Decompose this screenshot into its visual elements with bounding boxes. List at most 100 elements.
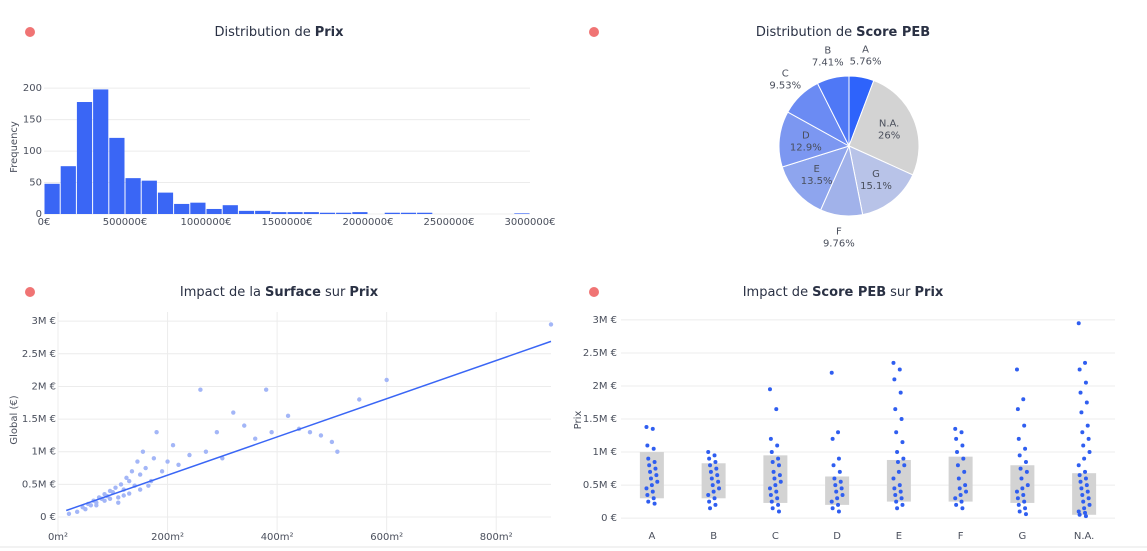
strip-point <box>899 417 904 422</box>
histogram-bar <box>287 212 303 214</box>
histogram-bar <box>352 212 368 214</box>
scatter-point <box>318 433 324 438</box>
strip-point <box>894 499 899 504</box>
strip-point <box>1083 514 1088 519</box>
strip-point <box>832 476 837 481</box>
strip-point <box>836 509 841 514</box>
strip-point <box>897 367 902 372</box>
strip-point <box>895 506 900 511</box>
chart-title: Distribution de Prix <box>214 25 344 40</box>
strip-point <box>1076 509 1081 514</box>
scatter-point <box>137 472 143 477</box>
strip-point <box>1077 473 1082 478</box>
strip-point <box>1087 502 1092 507</box>
histogram-bar <box>303 212 319 214</box>
strip-point <box>776 456 781 461</box>
strip-point <box>834 489 839 494</box>
pie-value-label: 13.5% <box>801 176 833 187</box>
strip-point <box>895 450 900 455</box>
title-part: Prix <box>349 285 378 300</box>
y-tick-label: 1.5M € <box>22 414 56 425</box>
histogram-bar <box>384 212 400 214</box>
strip-point <box>767 387 772 392</box>
scatter-point <box>214 429 220 435</box>
scatter-point <box>66 511 72 516</box>
strip-point <box>1081 443 1086 448</box>
strip-point <box>963 483 968 488</box>
scatter-point <box>154 429 159 435</box>
y-tick-label: 1.5M € <box>583 414 617 425</box>
strip-point <box>708 506 713 511</box>
pie-slice <box>778 111 851 168</box>
strip-point <box>652 459 657 464</box>
pie-label: G <box>872 169 880 180</box>
y-tick-label: 0 € <box>40 512 56 523</box>
strip-point <box>1023 446 1028 451</box>
title-part: Prix <box>915 285 944 300</box>
strip-point <box>1018 466 1023 471</box>
scatter-point <box>357 397 362 402</box>
scatter-point <box>94 503 99 508</box>
status-dot <box>25 27 35 37</box>
strip-point <box>836 430 841 435</box>
strip-point <box>891 360 896 365</box>
pie-label: B <box>824 45 831 56</box>
trendline <box>65 340 552 512</box>
strip-point <box>706 492 711 497</box>
pie-value-label: 9.53% <box>769 81 801 92</box>
strip-point <box>774 407 779 412</box>
strip-point <box>900 502 905 507</box>
scatter-point <box>74 509 80 515</box>
strip-point <box>772 476 777 481</box>
scatter-point <box>187 452 192 458</box>
title-part: sur <box>890 285 911 300</box>
strip-point <box>767 486 772 491</box>
strip-point <box>713 459 718 464</box>
strip-point <box>777 473 782 478</box>
scatter-point <box>137 487 143 492</box>
strip-point <box>1017 509 1022 514</box>
x-tick-label: 800m² <box>480 532 513 543</box>
strip-point <box>713 502 718 507</box>
scatter-point <box>242 423 247 428</box>
y-tick-label: 100 <box>23 146 42 157</box>
status-dot <box>589 27 599 37</box>
scatter-point <box>151 456 157 461</box>
histogram-bar <box>76 102 93 214</box>
scatter-point <box>88 503 94 508</box>
strip-point <box>1019 476 1024 481</box>
pie-value-label: 7.41% <box>812 57 844 68</box>
strip-point <box>651 496 656 501</box>
strip-point <box>893 492 898 497</box>
x-tick-label: 600m² <box>370 532 403 543</box>
y-tick-label: 150 <box>23 115 42 126</box>
strip-point <box>648 476 653 481</box>
strip-point <box>955 463 960 468</box>
strip-point <box>957 486 962 491</box>
strip-point <box>1023 459 1028 464</box>
strip-point <box>959 430 964 435</box>
strip-point <box>1080 430 1085 435</box>
strip-point <box>770 506 775 511</box>
histogram-bar <box>271 212 287 214</box>
pie-label: D <box>802 131 810 142</box>
strip-point <box>707 456 712 461</box>
y-axis-label: Prix <box>573 411 584 430</box>
title-part: Distribution de <box>756 25 852 40</box>
strip-point <box>829 370 834 375</box>
histogram-bar <box>141 180 157 214</box>
strip-point <box>1086 436 1091 441</box>
strip-point <box>953 496 958 501</box>
pie-value-label: 12.9% <box>790 143 822 154</box>
strip-point <box>960 443 965 448</box>
strip-point <box>775 443 780 448</box>
x-tick-label: 0m² <box>48 532 68 543</box>
y-tick-label: 2.5M € <box>22 349 56 360</box>
strip-point <box>716 479 721 484</box>
x-tick-label: N.A. <box>1074 531 1095 542</box>
strip-point <box>708 469 713 474</box>
strip-point <box>1076 463 1081 468</box>
strip-point <box>1014 367 1019 372</box>
strip-point <box>649 483 654 488</box>
